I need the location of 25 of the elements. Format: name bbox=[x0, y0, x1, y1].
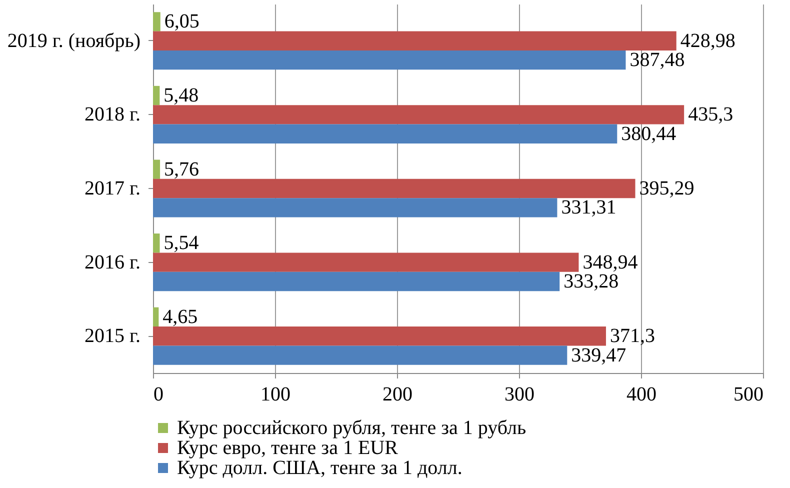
data-label: 5,76 bbox=[164, 158, 200, 180]
x-tick-label: 0 bbox=[154, 384, 164, 406]
data-label: 435,3 bbox=[688, 104, 734, 126]
x-tick-label: 500 bbox=[734, 384, 764, 406]
y-tick-label: 2017 г. bbox=[84, 178, 140, 200]
data-label: 6,05 bbox=[164, 10, 200, 33]
data-label: 5,48 bbox=[164, 84, 199, 107]
data-label: 395,29 bbox=[639, 178, 694, 200]
data-label: 387,48 bbox=[630, 49, 685, 72]
data-label: 380,44 bbox=[621, 122, 676, 145]
y-tick-label: 2015 г. bbox=[84, 325, 140, 348]
y-tick-label: 2019 г. (ноябрь) bbox=[7, 30, 140, 52]
data-label: 428,98 bbox=[680, 30, 736, 52]
x-tick-label: 300 bbox=[504, 384, 534, 406]
x-tick-label: 400 bbox=[626, 384, 656, 406]
legend-label: Курс долл. США, тенге за 1 долл. bbox=[177, 457, 462, 479]
y-tick-label: 2018 г. bbox=[84, 104, 140, 126]
data-label: 4,65 bbox=[162, 306, 198, 328]
x-tick-label: 100 bbox=[260, 384, 290, 406]
data-label: 331,31 bbox=[561, 196, 616, 219]
x-tick-label: 200 bbox=[382, 384, 412, 406]
data-label: 5,54 bbox=[164, 232, 199, 254]
y-tick-label: 2016 г. bbox=[84, 251, 140, 274]
legend-label: Курс евро, тенге за 1 EUR bbox=[177, 437, 399, 459]
legend-label: Курс российского рубля, тенге за 1 рубль bbox=[177, 417, 526, 439]
